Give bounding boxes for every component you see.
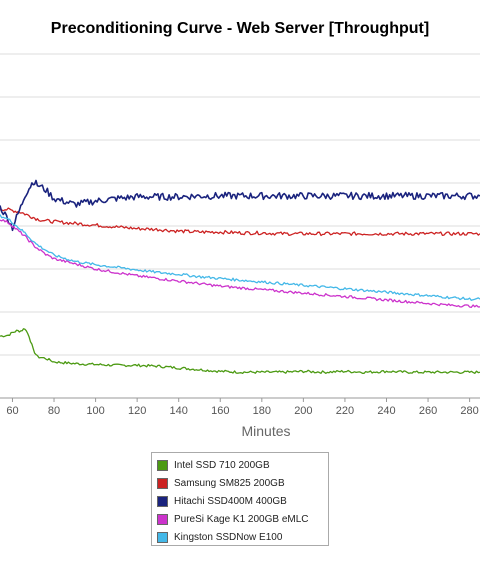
x-tick-label: 220 — [336, 405, 354, 417]
legend-label: PureSi Kage K1 200GB eMLC — [174, 513, 309, 525]
series-line — [0, 219, 480, 309]
x-tick-label: 260 — [419, 405, 437, 417]
x-tick-label: 60 — [6, 405, 18, 417]
series-line — [0, 207, 480, 237]
legend-label: Hitachi SSD400M 400GB — [174, 495, 287, 507]
legend-item: Samsung SM825 200GB — [157, 474, 328, 492]
x-tick-label: 160 — [211, 405, 229, 417]
legend-label: Samsung SM825 200GB — [174, 477, 285, 489]
x-tick-label: 180 — [253, 405, 271, 417]
legend-swatch — [157, 531, 168, 543]
x-tick-label: 280 — [460, 405, 478, 417]
legend-swatch — [157, 459, 168, 471]
series-line — [0, 328, 480, 375]
legend-label: Intel SSD 710 200GB — [174, 459, 270, 471]
chart-legend: Intel SSD 710 200GB Samsung SM825 200GB Hi… — [151, 452, 329, 546]
x-tick-label: 240 — [377, 405, 395, 417]
series-line — [0, 179, 480, 232]
x-axis-title: Minutes — [241, 423, 290, 439]
x-tick-label: 200 — [294, 405, 312, 417]
legend-swatch — [157, 477, 168, 489]
legend-item: PureSi Kage K1 200GB eMLC — [157, 510, 328, 528]
legend-swatch — [157, 495, 168, 507]
legend-item: Kingston SSDNow E100 — [157, 528, 328, 546]
legend-label: Kingston SSDNow E100 — [174, 531, 283, 543]
series-line — [0, 214, 480, 301]
x-tick-label: 140 — [170, 405, 188, 417]
x-tick-label: 100 — [86, 405, 104, 417]
chart-title: Preconditioning Curve - Web Server [Thro… — [50, 20, 430, 37]
legend-item: Hitachi SSD400M 400GB — [157, 492, 328, 510]
x-tick-label: 80 — [48, 405, 60, 417]
x-tick-label: 120 — [128, 405, 146, 417]
legend-item: Intel SSD 710 200GB — [157, 456, 328, 474]
legend-swatch — [157, 513, 168, 525]
